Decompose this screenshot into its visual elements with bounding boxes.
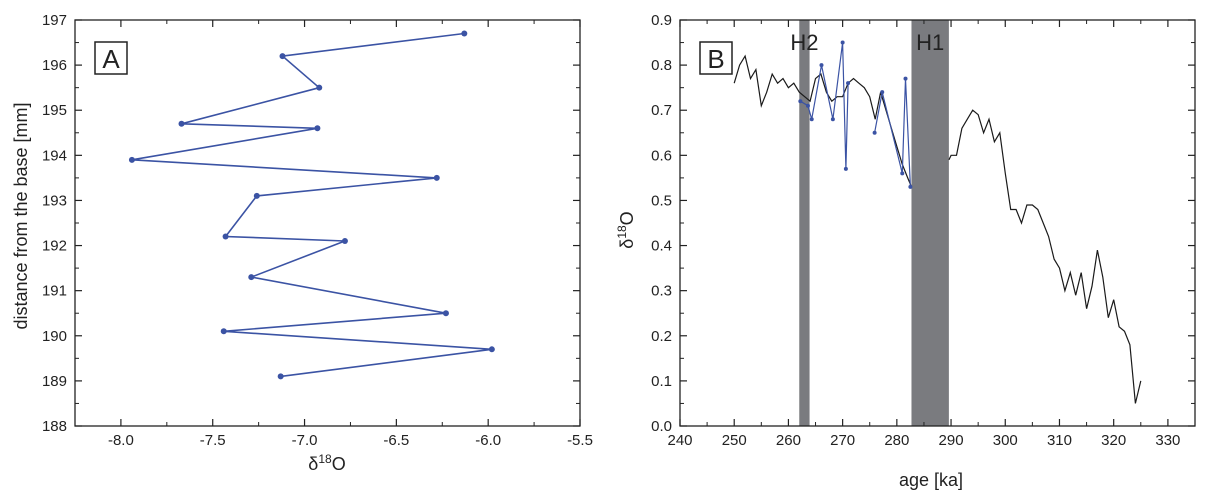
panel-b-x-tick-label: 330 [1155, 432, 1180, 449]
panel-a-label-box: A [94, 41, 128, 75]
panel-b-x-tick-label: 310 [1047, 432, 1072, 449]
panel-b-x-tick-label: 250 [722, 432, 747, 449]
panel-b-y-tick-label: 0.9 [651, 12, 672, 29]
panel-b-series-1-point [846, 81, 851, 86]
panel-a-chart: -8.0 -7.5 -7.0 -6.5 -6.0 -5.5 188 189 190 191 192 1… [11, 12, 593, 474]
panel-a-y-tick-label: 197 [42, 12, 67, 29]
panel-a-y-tick-label: 191 [42, 283, 67, 300]
panel-a-x-tick-label: -6.5 [383, 432, 409, 449]
panel-b-series-1-point [903, 76, 908, 81]
panel-a-y-tick-label: 195 [42, 102, 67, 119]
panel-a-x-tick-label: -7.0 [292, 432, 318, 449]
panel-b-x-tick-label: 320 [1101, 432, 1126, 449]
panel-a-data-point [178, 120, 185, 127]
panel-a-y-tick-label: 189 [42, 373, 67, 390]
panel-a-x-tick-label: -7.5 [200, 432, 226, 449]
panel-a-data-point [488, 346, 495, 353]
panel-a-label: A [102, 44, 120, 74]
panel-b-y-tick-label: 0.5 [651, 192, 672, 209]
panel-b-y-tick-label: 0.6 [651, 147, 672, 164]
panel-b-series-1-point [819, 63, 824, 68]
panel-b-series-1-point [900, 171, 905, 176]
panel-a-y-axis-label: distance from the base [mm] [11, 102, 31, 329]
panel-a-data-point [248, 274, 255, 281]
panel-a-plot-frame [74, 19, 581, 427]
panel-b-band-label: H2 [790, 30, 818, 55]
panel-b-y-tick-label: 0.2 [651, 328, 672, 345]
panel-b-series-1-point [798, 99, 803, 104]
panel-a-series-line [131, 32, 493, 378]
panel-b-y-tick-label: 0.8 [651, 57, 672, 74]
panel-b-series-1-point [872, 130, 877, 135]
panel-a-x-tick-label: -5.5 [567, 432, 593, 449]
panel-a-data-point [222, 233, 229, 240]
panel-a-x-axis-label: δ18O [308, 452, 345, 474]
panel-b-y-tick-label: 0.4 [651, 238, 672, 255]
panel-b-axes: 240 250 260 270 280 290 300 310 320 330 0.0 0.1 0.2 0… [651, 12, 1196, 449]
panel-b-x-tick-label: 270 [830, 432, 855, 449]
panel-b-x-axis-label: age [ka] [899, 470, 963, 490]
panel-a-data-point [128, 156, 135, 163]
panel-a-x-tick-label: -6.0 [475, 432, 501, 449]
panel-b-x-tick-label: 300 [993, 432, 1018, 449]
panel-b-chart: H2 H1 240 250 260 270 280 290 300 310 320 330 0.0 0.… [615, 12, 1196, 490]
panel-b-label: B [707, 44, 724, 74]
panel-b-series-1-point [830, 117, 835, 122]
panel-b-x-tick-label: 290 [939, 432, 964, 449]
panel-b-y-tick-label: 0.7 [651, 102, 672, 119]
panel-a-series [128, 30, 495, 380]
panel-b-y-axis-label: δ18O [615, 211, 637, 248]
panel-b-y-tick-label: 0.0 [651, 418, 672, 435]
panel-a-data-point [277, 373, 284, 380]
panel-b-series-1-line [799, 42, 849, 169]
panel-b-series-1-point [880, 90, 885, 95]
panel-b-band-h2 [799, 20, 810, 426]
panel-a-y-tick-label: 192 [42, 238, 67, 255]
panel-b-bands: H2 H1 [790, 20, 949, 426]
panel-a-data-point [461, 30, 468, 37]
panel-a-data-point [341, 238, 348, 245]
panel-a-data-point [433, 174, 440, 181]
panel-b-series-1-point [809, 117, 814, 122]
panel-b-x-tick-label: 240 [667, 432, 692, 449]
panel-b-band-h1 [911, 20, 949, 426]
panel-b-series-1-point [805, 103, 810, 108]
panel-a-x-tick-label: -8.0 [108, 432, 134, 449]
panel-a-data-point [253, 192, 260, 199]
panel-b-series-1-point [840, 40, 845, 45]
panel-b-series-0-line [733, 54, 913, 188]
panel-b-series-1-point [908, 184, 913, 189]
panel-a-axes: -8.0 -7.5 -7.0 -6.5 -6.0 -5.5 188 189 190 191 192 1… [42, 12, 593, 449]
panel-b-label-box: B [699, 41, 733, 75]
panel-b-band-label: H1 [916, 30, 944, 55]
panel-a-data-point [220, 328, 227, 335]
panel-a-y-tick-label: 188 [42, 418, 67, 435]
panel-a-data-point [314, 125, 321, 132]
panel-b-series-1-point [843, 166, 848, 171]
panel-a-data-point [442, 310, 449, 317]
panel-a-data-point [279, 53, 286, 60]
panel-b-series [733, 40, 1142, 404]
panel-b-x-tick-label: 280 [884, 432, 909, 449]
panel-a-y-tick-label: 193 [42, 192, 67, 209]
panel-b-y-tick-label: 0.1 [651, 373, 672, 390]
panel-b-x-tick-label: 260 [776, 432, 801, 449]
panel-a-y-tick-label: 196 [42, 57, 67, 74]
panel-a-data-point [316, 84, 323, 91]
panel-b-series-0-line [948, 109, 1142, 404]
panel-a-y-tick-label: 194 [42, 147, 67, 164]
panel-b-y-tick-label: 0.3 [651, 283, 672, 300]
panel-a-y-tick-label: 190 [42, 328, 67, 345]
